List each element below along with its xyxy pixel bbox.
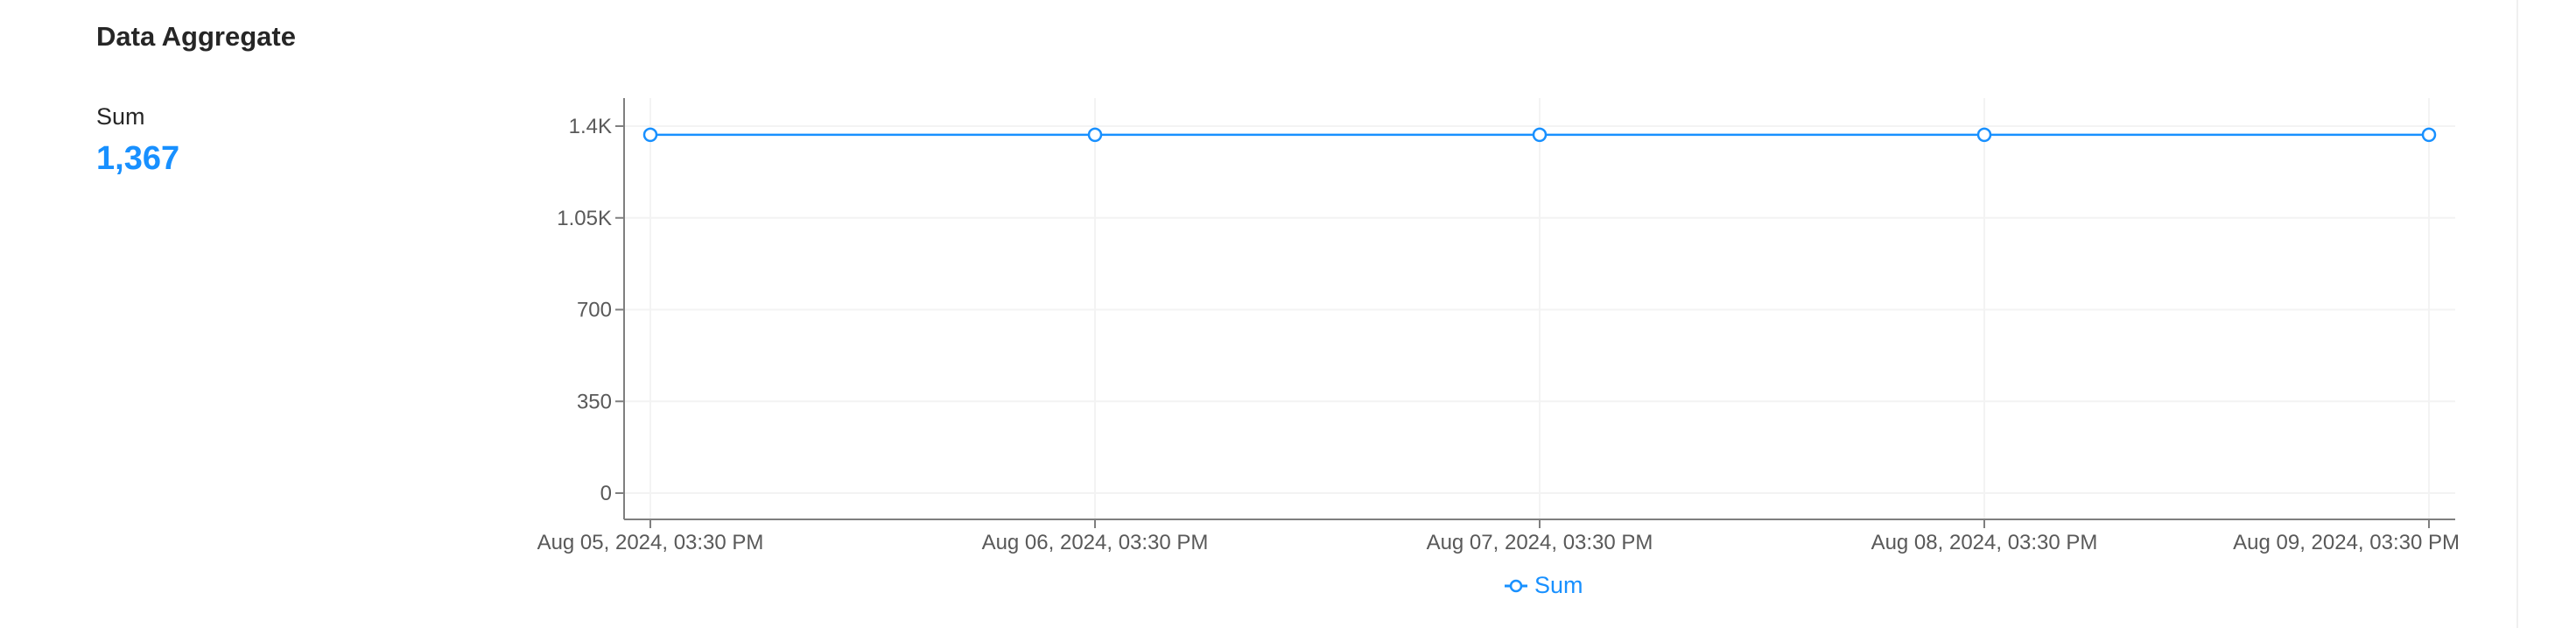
- y-tick-label: 1.05K: [557, 207, 612, 230]
- data-point[interactable]: [2423, 129, 2435, 141]
- x-tick-label: Aug 05, 2024, 03:30 PM: [537, 531, 764, 554]
- y-axis-ticks: 0 350 700 1.05K 1.4K: [557, 115, 624, 505]
- x-tick-label: Aug 08, 2024, 03:30 PM: [1871, 531, 2098, 554]
- legend-circle-marker: [1511, 581, 1521, 591]
- x-tick-label: Aug 06, 2024, 03:30 PM: [982, 531, 1209, 554]
- y-tick-label: 1.4K: [569, 115, 612, 138]
- series-sum: [644, 129, 2435, 141]
- sum-value: 1,367: [96, 140, 179, 178]
- sum-label: Sum: [96, 103, 145, 131]
- x-axis-ticks: Aug 05, 2024, 03:30 PM Aug 06, 2024, 03:3…: [537, 519, 2460, 554]
- legend-label[interactable]: Sum: [1534, 572, 1583, 598]
- x-tick-label: Aug 07, 2024, 03:30 PM: [1427, 531, 1653, 554]
- grid-lines: [624, 98, 2455, 519]
- data-point[interactable]: [1978, 129, 1990, 141]
- data-point[interactable]: [1534, 129, 1546, 141]
- data-point[interactable]: [1089, 129, 1101, 141]
- y-tick-label: 0: [600, 482, 612, 505]
- y-tick-label: 350: [577, 390, 612, 413]
- x-tick-label: Aug 09, 2024, 03:30 PM: [2233, 531, 2460, 554]
- y-tick-label: 700: [577, 299, 612, 322]
- data-aggregate-panel: Data Aggregate Sum 1,367 0 350 700 1.05K 1.4…: [0, 0, 2518, 628]
- data-point[interactable]: [644, 129, 656, 141]
- panel-title: Data Aggregate: [96, 21, 296, 53]
- legend[interactable]: Sum: [1505, 572, 1583, 598]
